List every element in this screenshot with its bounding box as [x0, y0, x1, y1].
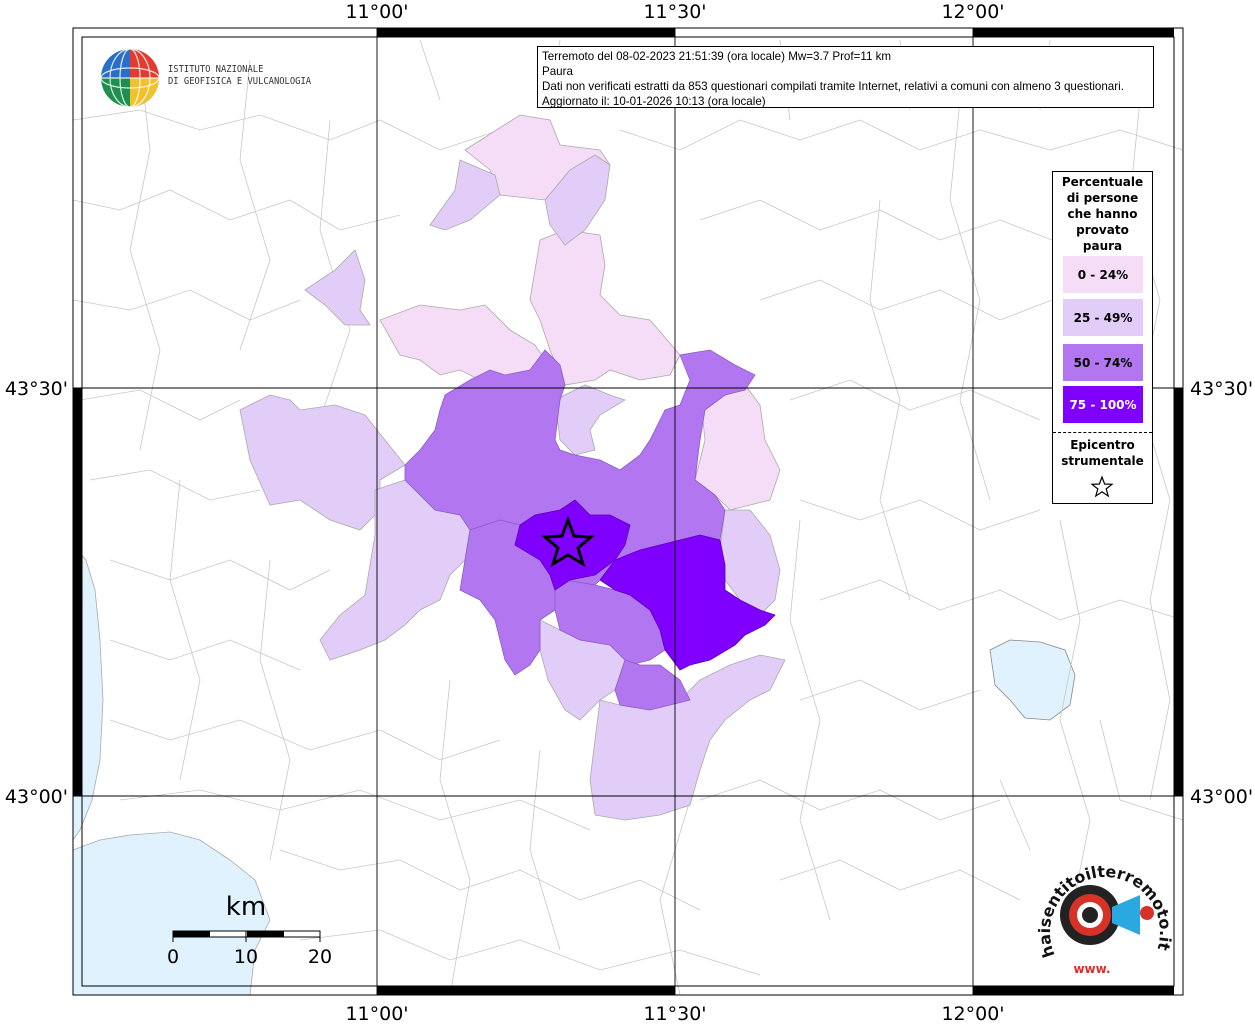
- haisentito-www: www.: [1073, 962, 1110, 976]
- scale-bar: km 0 10 20: [167, 892, 332, 968]
- scale-label-0: 0: [167, 946, 179, 968]
- ingv-name-line2: DI GEOFISICA E VULCANOLOGIA: [168, 76, 312, 87]
- municipalities-class2: [239, 154, 786, 821]
- tick-top-3: 12°00': [941, 1, 1004, 23]
- legend-epicentre-label: Epicentro strumentale: [1061, 438, 1144, 468]
- municipalities-class4: [514, 499, 776, 671]
- municipalities-class3: [404, 349, 756, 711]
- legend-title: Percentuale di persone che hanno provato…: [1061, 175, 1144, 253]
- lake-trasimeno: [989, 639, 1076, 721]
- event-info-box: Terremoto del 08-02-2023 21:51:39 (ora l…: [537, 46, 1154, 108]
- parameter-name: Paura: [542, 65, 573, 78]
- ingv-logo: ISTITUTO NAZIONALE DI GEOFISICA E VULCAN…: [98, 46, 318, 108]
- scale-label-20: 20: [308, 946, 332, 968]
- legend-class-2: 25 - 49%: [1063, 299, 1143, 336]
- ingv-name-line1: ISTITUTO NAZIONALE: [168, 64, 264, 75]
- haisentito-logo: haisentitoilterremoto.it www.: [1035, 862, 1175, 976]
- tick-left-1: 43°30': [5, 378, 68, 400]
- legend-separator: [1053, 432, 1152, 433]
- epicentre-star-icon: [1090, 475, 1114, 498]
- tick-right-1: 43°30': [1190, 378, 1253, 400]
- municipal-boundaries: [72, 39, 1184, 996]
- update-timestamp: Aggiornato il: 10-01-2026 10:13 (ora loc…: [542, 95, 766, 108]
- tick-top-2: 11°30': [643, 1, 706, 23]
- legend-class-3: 50 - 74%: [1063, 344, 1143, 381]
- tick-left-2: 43°00': [5, 786, 68, 808]
- legend-class-4: 75 - 100%: [1063, 386, 1143, 423]
- scale-label-10: 10: [234, 946, 258, 968]
- frame-bars: [73, 28, 1183, 995]
- tick-bottom-2: 11°30': [643, 1003, 706, 1024]
- tick-bottom-3: 12°00': [941, 1003, 1004, 1024]
- data-disclaimer: Dati non verificati estratti da 853 ques…: [542, 80, 1124, 93]
- municipalities-class1: [379, 114, 781, 511]
- tick-right-2: 43°00': [1190, 786, 1253, 808]
- tick-top-1: 11°00': [345, 1, 408, 23]
- event-description: Terremoto del 08-02-2023 21:51:39 (ora l…: [542, 50, 892, 63]
- graticule: [73, 28, 1183, 995]
- legend-class-1: 0 - 24%: [1063, 256, 1143, 293]
- scale-unit: km: [226, 892, 266, 922]
- globe-icon: [100, 48, 160, 108]
- epicentre-star-icon: [541, 515, 595, 568]
- legend: Percentuale di persone che hanno provato…: [1052, 171, 1153, 504]
- tick-bottom-1: 11°00': [345, 1003, 408, 1024]
